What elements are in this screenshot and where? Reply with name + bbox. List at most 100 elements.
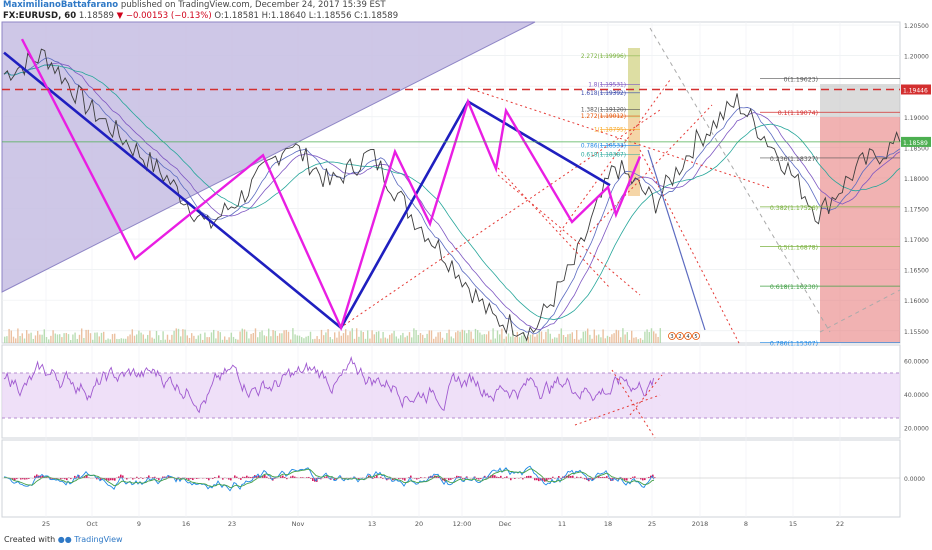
- wave-label: 5: [694, 334, 697, 340]
- fib-level-label: 0.236(1.18327): [770, 156, 818, 163]
- time-tick-label: Oct: [86, 520, 98, 528]
- wave-label: 4: [686, 334, 689, 340]
- volume-bar: [540, 331, 543, 343]
- macd-bar: [414, 478, 416, 479]
- macd-bar: [604, 476, 606, 478]
- macd-bar: [608, 478, 610, 479]
- macd-bar: [86, 475, 88, 478]
- macd-bar: [258, 475, 260, 478]
- volume-bar: [617, 330, 620, 343]
- volume-bar: [375, 331, 378, 343]
- macd-bar: [168, 476, 170, 478]
- pink-zigzag[interactable]: [20, 38, 642, 332]
- volume-bar: [41, 334, 43, 343]
- macd-bar: [602, 476, 604, 478]
- volume-bar: [336, 337, 338, 343]
- macd-bar: [100, 478, 102, 481]
- volume-bar: [338, 331, 340, 343]
- volume-bar: [208, 337, 210, 343]
- volume-bar: [384, 337, 386, 343]
- macd-bar: [408, 477, 410, 478]
- volume-bar: [307, 335, 309, 343]
- fib-ext-label: 0.786(1.18533): [581, 143, 626, 149]
- macd-bar: [46, 477, 48, 478]
- volume-bar: [48, 339, 50, 343]
- volume-bar: [12, 336, 15, 343]
- volume-bar: [529, 334, 532, 343]
- volume-bar: [545, 331, 547, 343]
- volume-bar: [582, 331, 584, 343]
- volume-bar: [501, 328, 503, 343]
- author-name[interactable]: MaximilianoBattafarano: [3, 0, 119, 10]
- volume-bar: [534, 336, 536, 343]
- volume-bar: [177, 328, 180, 343]
- volume-bar: [230, 332, 232, 343]
- blue-zigzag[interactable]: [3, 51, 611, 330]
- macd-bar: [542, 478, 544, 481]
- price-tick-label: 1.19000: [904, 115, 929, 122]
- volume-bar: [543, 339, 545, 343]
- macd-bar: [178, 477, 180, 478]
- fib-level-label: 0.786(1.15307): [770, 341, 818, 348]
- volume-bar: [507, 333, 510, 343]
- macd-bar: [84, 476, 86, 478]
- volume-bar: [294, 334, 296, 343]
- macd-bar: [436, 476, 438, 478]
- macd-bar: [622, 478, 624, 479]
- macd-bar: [42, 475, 44, 478]
- volume-bar: [430, 330, 433, 343]
- forecast-arrow[interactable]: [647, 149, 706, 331]
- macd-bar: [238, 478, 240, 479]
- price-tick-label: 1.20000: [904, 54, 929, 61]
- macd-bar: [108, 478, 110, 481]
- volume-bar: [248, 338, 250, 343]
- volume-bar: [59, 334, 61, 343]
- macd-bar: [650, 475, 652, 478]
- time-tick-label: 2018: [692, 520, 709, 528]
- tradingview-logo[interactable]: ●● TradingView: [57, 535, 123, 544]
- macd-bar: [382, 478, 384, 479]
- macd-bar: [510, 478, 512, 481]
- volume-bar: [419, 333, 422, 343]
- fib-ext-label: 1.382(1.19120): [581, 107, 626, 113]
- volume-bar: [19, 335, 21, 343]
- volume-bar: [527, 336, 529, 343]
- rsi-axis: 60.0000 40.0000 20.0000: [904, 358, 929, 432]
- volume-bar: [290, 339, 292, 343]
- macd-bar: [624, 478, 626, 481]
- macd-bar: [88, 477, 90, 478]
- volume-bar: [373, 334, 375, 343]
- macd-bar: [156, 478, 158, 479]
- volume-bar: [648, 331, 650, 343]
- volume-bar: [221, 339, 224, 343]
- time-tick-label: 12:00: [453, 520, 472, 528]
- tradingview-brand: TradingView: [74, 535, 123, 544]
- volume-bar: [72, 334, 74, 343]
- volume-bar: [153, 338, 155, 343]
- macd-bar: [600, 477, 602, 478]
- macd-bar: [450, 478, 452, 480]
- volume-bar: [173, 330, 175, 343]
- macd-bar: [34, 475, 36, 478]
- volume-bar: [52, 330, 54, 343]
- macd-bar: [560, 478, 562, 479]
- volume-bar: [492, 328, 494, 343]
- volume-bar: [226, 339, 228, 343]
- macd-bar: [586, 478, 588, 480]
- macd-bar: [632, 476, 634, 478]
- volume-bar: [422, 334, 424, 343]
- volume-bar: [276, 335, 279, 343]
- time-tick-label: 23: [228, 520, 236, 528]
- volume-bar: [364, 338, 367, 343]
- volume-bar: [103, 331, 105, 343]
- time-tick-label: Nov: [292, 520, 305, 528]
- volume-bar: [397, 338, 400, 343]
- volume-bar: [281, 333, 283, 343]
- macd-bar: [570, 475, 572, 478]
- volume-bar: [402, 332, 404, 343]
- volume-bar: [241, 328, 243, 343]
- volume-bar: [551, 338, 554, 343]
- price-line: [3, 48, 901, 342]
- volume-bar: [650, 328, 653, 343]
- volume-bars: [4, 328, 661, 343]
